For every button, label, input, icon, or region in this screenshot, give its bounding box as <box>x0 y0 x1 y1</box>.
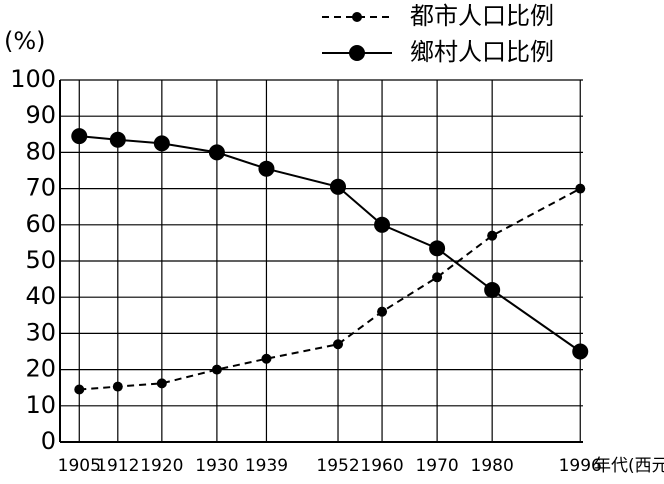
y-tick-label: 10 <box>25 391 56 419</box>
marker <box>330 178 347 195</box>
marker <box>484 281 501 298</box>
y-tick-label: 0 <box>41 427 56 455</box>
marker <box>572 343 589 360</box>
marker <box>377 306 388 317</box>
y-tick-label: 60 <box>25 210 56 238</box>
legend-marker <box>349 45 365 61</box>
marker <box>487 230 498 241</box>
marker <box>208 144 225 161</box>
series-line <box>79 135 581 353</box>
x-tick-label: 1980 <box>471 456 514 476</box>
y-tick-label: 20 <box>25 355 56 383</box>
x-tick-label: 1905 <box>58 456 101 476</box>
marker <box>432 272 443 283</box>
x-tick-label: 1952 <box>316 456 359 476</box>
marker <box>153 135 170 152</box>
marker <box>74 384 85 395</box>
y-tick-label: 80 <box>25 137 56 165</box>
y-tick-label: 50 <box>25 246 56 274</box>
marker <box>575 183 586 194</box>
x-tick-label: 1996 <box>559 456 602 476</box>
x-tick-label: 1939 <box>245 456 288 476</box>
series-line <box>79 187 581 391</box>
legend-label: 都市人口比例 <box>410 2 554 30</box>
legend-label: 鄉村人口比例 <box>410 38 554 66</box>
x-tick-label: 1912 <box>96 456 139 476</box>
marker <box>429 240 446 257</box>
legend-marker <box>352 12 362 22</box>
y-tick-label: 90 <box>25 101 56 129</box>
marker <box>374 216 391 233</box>
x-tick-label: 1960 <box>360 456 403 476</box>
x-axis-label: 年代(西元) <box>594 456 664 476</box>
x-tick-label: 1930 <box>195 456 238 476</box>
marker <box>333 339 344 350</box>
x-tick-label: 1970 <box>415 456 458 476</box>
y-tick-label: 70 <box>25 174 56 202</box>
marker <box>156 378 167 389</box>
marker <box>258 160 275 177</box>
y-tick-label: 30 <box>25 318 56 346</box>
marker <box>211 364 222 375</box>
marker <box>109 131 126 148</box>
y-axis-label: (%) <box>4 27 46 55</box>
marker <box>112 381 123 392</box>
marker <box>261 353 272 364</box>
y-tick-label: 40 <box>25 282 56 310</box>
x-tick-label: 1920 <box>140 456 183 476</box>
marker <box>71 128 88 145</box>
y-tick-label: 100 <box>10 65 56 93</box>
